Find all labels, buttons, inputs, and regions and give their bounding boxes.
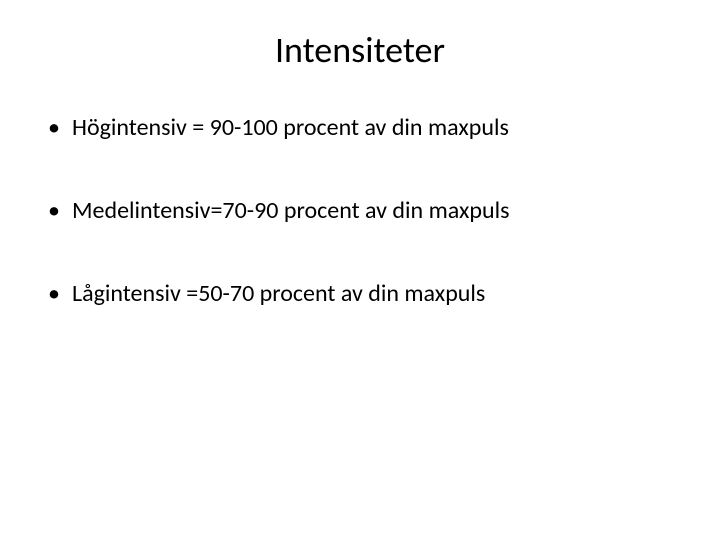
slide-title: Intensiteter — [40, 28, 680, 72]
bullet-item: Medelintensiv=70-90 procent av din maxpu… — [48, 195, 680, 226]
bullet-list: Högintensiv = 90-100 procent av din maxp… — [40, 112, 680, 310]
bullet-item: Högintensiv = 90-100 procent av din maxp… — [48, 112, 680, 143]
bullet-item: Lågintensiv =50-70 procent av din maxpul… — [48, 278, 680, 309]
slide-container: Intensiteter Högintensiv = 90-100 procen… — [0, 0, 720, 540]
